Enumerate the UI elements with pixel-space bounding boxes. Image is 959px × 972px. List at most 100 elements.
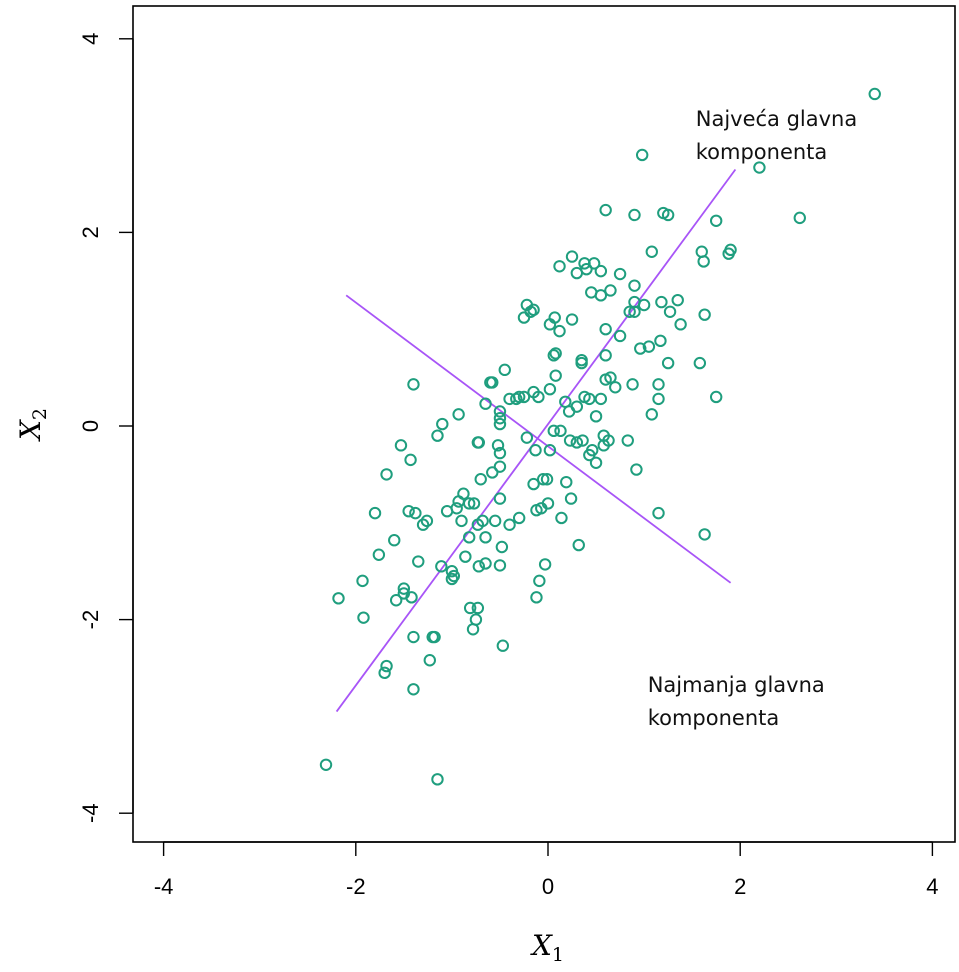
data-point — [428, 630, 441, 644]
data-point — [517, 311, 531, 324]
data-point — [642, 340, 656, 353]
data-point — [698, 528, 711, 541]
data-point — [634, 342, 647, 355]
data-point — [493, 405, 507, 418]
data-point — [709, 214, 723, 227]
y-axis: -4 -2 0 2 4 — [78, 33, 134, 823]
data-point — [594, 392, 608, 406]
data-point — [493, 492, 507, 505]
data-point — [695, 245, 708, 258]
smallest-component-label: Najmanja glavna — [648, 673, 825, 697]
data-point — [540, 473, 554, 486]
data-point — [609, 381, 622, 394]
data-point — [604, 371, 617, 384]
x-axis-title: X1 — [530, 929, 564, 966]
data-point — [693, 356, 707, 370]
y-tick-label: -4 — [78, 803, 103, 823]
data-point — [635, 148, 649, 162]
data-point — [467, 497, 481, 510]
data-point — [503, 392, 516, 406]
data-point — [578, 257, 591, 270]
data-point — [652, 392, 665, 406]
data-point — [599, 203, 612, 217]
data-point — [420, 514, 434, 528]
data-point — [472, 560, 486, 573]
data-point — [462, 531, 476, 544]
x-tick-label: -2 — [346, 874, 366, 899]
data-point — [474, 473, 487, 486]
data-point — [455, 514, 468, 528]
data-point — [580, 262, 593, 276]
x-axis-title-subscript: 1 — [552, 944, 564, 966]
data-point — [555, 511, 568, 525]
largest-component-label: Najveća glavna — [696, 107, 858, 131]
data-point — [536, 473, 550, 486]
data-point — [356, 574, 369, 588]
data-point — [493, 417, 507, 431]
data-point — [613, 267, 627, 281]
data-point — [397, 587, 411, 600]
data-point — [368, 506, 382, 520]
data-point — [613, 329, 627, 343]
data-point — [583, 392, 596, 406]
data-point — [357, 611, 370, 624]
data-point — [553, 260, 566, 273]
data-point — [671, 293, 684, 307]
chart-marks — [319, 87, 881, 786]
data-point — [626, 378, 639, 391]
data-point — [533, 574, 546, 588]
data-point — [553, 324, 566, 338]
data-point — [512, 511, 526, 525]
data-point — [599, 349, 612, 362]
data-point — [493, 460, 507, 473]
data-point — [486, 466, 499, 479]
largest-component-label-line2: komponenta — [696, 140, 828, 164]
data-point — [372, 548, 386, 561]
data-point — [594, 289, 608, 302]
data-point — [412, 555, 425, 568]
data-point — [753, 161, 766, 174]
data-point — [520, 298, 534, 312]
data-point — [543, 444, 557, 457]
data-point — [709, 390, 723, 404]
data-point — [452, 495, 465, 508]
data-point — [380, 468, 393, 481]
data-point — [663, 305, 677, 318]
data-point — [469, 613, 483, 626]
data-point — [479, 557, 492, 570]
y-tick-label: 4 — [78, 33, 103, 45]
data-point — [503, 518, 516, 531]
data-point — [548, 311, 561, 324]
data-point — [697, 255, 710, 268]
data-point — [549, 369, 562, 382]
data-point — [652, 506, 665, 520]
data-point — [652, 378, 665, 391]
data-point — [416, 518, 430, 531]
data-point — [402, 504, 415, 518]
data-point — [423, 654, 436, 667]
data-point — [655, 295, 668, 309]
data-point — [407, 630, 420, 644]
data-point — [397, 582, 411, 595]
data-point — [517, 390, 531, 404]
x-tick-label: 0 — [542, 874, 554, 899]
data-point — [661, 356, 675, 370]
data-point — [868, 87, 881, 101]
y-tick-label: -2 — [78, 610, 103, 630]
data-point — [570, 400, 584, 413]
data-point — [541, 497, 555, 510]
plot-frame — [132, 5, 956, 843]
data-point — [380, 659, 393, 673]
data-point — [491, 439, 505, 452]
data-point — [462, 497, 476, 510]
data-point — [575, 353, 588, 367]
data-point — [472, 436, 486, 449]
data-point — [560, 475, 573, 489]
data-point — [654, 334, 667, 348]
data-point — [493, 412, 507, 425]
data-point — [538, 558, 552, 571]
data-point — [431, 773, 444, 786]
data-point — [547, 424, 560, 438]
smallest-component-label-line2: komponenta — [648, 706, 780, 730]
